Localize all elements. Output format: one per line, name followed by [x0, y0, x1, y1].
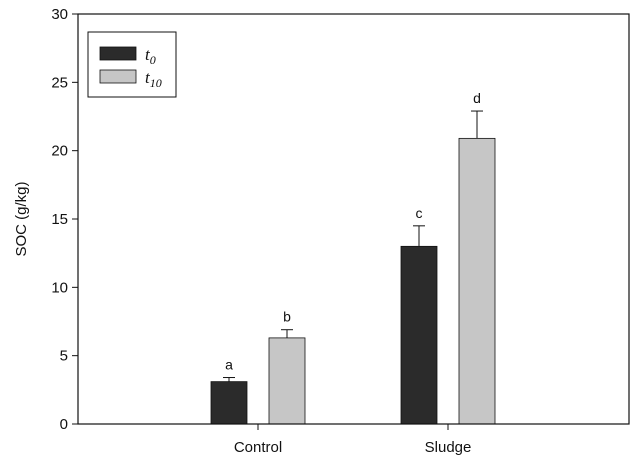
- ticks-layer: 0 5 10 15 20 25 30 Control Sludge: [51, 6, 471, 456]
- legend-label-t10: t10: [145, 68, 162, 90]
- legend-label-t0: t0: [145, 45, 156, 67]
- y-tick-label-30: 30: [51, 6, 68, 23]
- legend-label-t10-main: t: [145, 68, 151, 87]
- y-axis-title: SOC (g/kg): [13, 181, 30, 256]
- y-tick-label-0: 0: [60, 416, 68, 433]
- legend-label-t0-sub: 0: [150, 53, 156, 67]
- bar-control-t0: [210, 381, 248, 425]
- legend-label-t0-main: t: [145, 45, 151, 64]
- y-tick-label-25: 25: [51, 74, 68, 91]
- y-tick-label-15: 15: [51, 211, 68, 228]
- x-tick-label-sludge: Sludge: [425, 439, 472, 456]
- bar-sludge-t0: [400, 245, 438, 425]
- legend-label-t10-sub: 10: [150, 76, 162, 90]
- bar-sludge-t10: [458, 137, 496, 425]
- legend-swatch-t0: [99, 46, 137, 61]
- y-tick-label-20: 20: [51, 143, 68, 160]
- significance-label-sludge-t10: d: [473, 90, 481, 106]
- y-tick-label-5: 5: [60, 348, 68, 365]
- significance-label-sludge-t0: c: [416, 205, 423, 221]
- significance-label-control-t10: b: [283, 309, 291, 325]
- legend-box: [87, 31, 177, 98]
- legend: t0 t10: [87, 31, 177, 98]
- legend-swatch-t10: [99, 69, 137, 84]
- bar-control-t10: [268, 337, 306, 425]
- x-tick-label-control: Control: [234, 439, 282, 456]
- y-tick-label-10: 10: [51, 279, 68, 296]
- significance-label-control-t0: a: [225, 357, 233, 373]
- bars-layer: a b c d: [210, 90, 496, 425]
